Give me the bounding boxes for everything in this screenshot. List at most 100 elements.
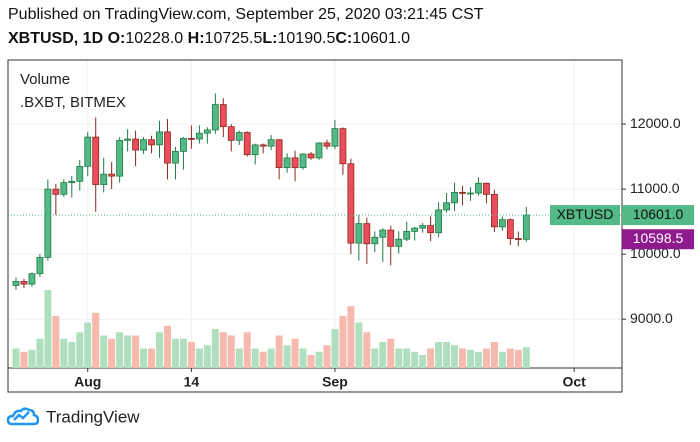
candle-body <box>36 257 44 275</box>
candle-body <box>483 182 490 195</box>
volume-bar <box>419 355 427 368</box>
symbol: XBTUSD, 1D <box>8 30 104 47</box>
candle-body <box>148 139 155 146</box>
candle-body <box>506 219 514 239</box>
volume-bar <box>506 348 514 368</box>
legend-text: Volume <box>20 71 70 88</box>
candle-body <box>164 131 171 164</box>
logo-icon <box>6 407 40 426</box>
symbol-tag-text: XBTUSD <box>557 206 614 222</box>
volume-bar <box>28 349 36 368</box>
volume-bar <box>132 335 140 368</box>
candle-body <box>443 202 450 211</box>
candle-body <box>419 225 427 229</box>
candle-body <box>387 229 395 247</box>
volume-bar <box>451 345 459 368</box>
volume-bar <box>355 322 363 368</box>
x-tick-label: 14 <box>184 374 200 390</box>
volume-bar <box>267 348 275 368</box>
volume-bar <box>259 351 267 368</box>
candle-body <box>116 139 124 177</box>
published-line: Published on TradingView.com, September … <box>8 6 484 23</box>
volume-bar <box>187 342 195 368</box>
volume-bar <box>522 347 530 368</box>
volume-bar <box>195 348 203 368</box>
volume-bar <box>156 332 164 368</box>
volume-bar <box>498 351 506 368</box>
price-tag-text: 10601.0 <box>633 206 684 222</box>
ohlc-label: H: <box>187 30 205 47</box>
volume-bar <box>227 335 235 368</box>
volume-bar <box>395 348 403 368</box>
price-tag-text: 10598.5 <box>633 230 684 246</box>
volume-bar <box>403 348 411 368</box>
volume-bar <box>76 332 84 368</box>
volume-bar <box>459 348 467 368</box>
volume-bar <box>171 338 179 368</box>
candle-body <box>347 163 355 244</box>
candle-body <box>363 223 371 245</box>
candle-body <box>355 223 363 244</box>
volume-bar <box>243 332 251 368</box>
volume-bar <box>315 351 323 368</box>
candle-body <box>180 137 187 152</box>
symbol-line: XBTUSD, 1D O:10228.0 H:10725.5L:10190.5C… <box>8 30 410 48</box>
candle-body <box>12 281 20 286</box>
y-tick-label: 12000.0 <box>630 115 681 131</box>
candle-body <box>395 238 403 247</box>
candle-body <box>514 238 522 240</box>
candle-body <box>124 138 132 141</box>
candle-body <box>411 227 419 232</box>
volume-bar <box>331 329 339 368</box>
candle-body <box>243 132 251 156</box>
volume-bar <box>20 351 28 368</box>
volume-bar <box>435 342 443 368</box>
volume-bar <box>60 338 68 368</box>
x-tick-label: Oct <box>562 374 586 390</box>
volume-bar <box>36 338 44 368</box>
candle-body <box>291 157 299 169</box>
candle-body <box>467 192 474 195</box>
candle-body <box>108 173 116 177</box>
volume-bar <box>275 335 283 368</box>
volume-bar <box>291 338 299 368</box>
candle-body <box>203 129 211 134</box>
candle-body <box>76 165 84 182</box>
candle-body <box>323 142 331 147</box>
candle-body <box>403 231 411 240</box>
candle-body <box>259 144 267 147</box>
volume-bar <box>490 342 498 368</box>
volume-bar <box>44 290 52 368</box>
ohlc-label: O: <box>107 30 126 47</box>
volume-bar <box>124 335 132 368</box>
volume-bar <box>283 345 291 368</box>
volume-bar <box>466 349 474 368</box>
volume-bar <box>148 348 156 368</box>
candle-body <box>92 136 100 185</box>
candle-body <box>68 180 76 184</box>
volume-bar <box>179 338 187 368</box>
candle-body <box>522 214 530 240</box>
candle-body <box>307 153 315 159</box>
volume-bar <box>100 335 108 368</box>
ohlc-value: 10725.5 <box>204 30 263 47</box>
candle-body <box>227 126 235 141</box>
volume-bar <box>482 348 490 368</box>
volume-bar <box>116 332 124 368</box>
candle-body <box>211 104 219 131</box>
volume-bar <box>163 325 171 368</box>
candle-body <box>275 139 283 169</box>
volume-bar <box>474 351 482 368</box>
price-tag <box>622 205 694 226</box>
volume-bar <box>68 342 76 368</box>
candle-body <box>60 182 68 195</box>
volume-bar <box>84 322 92 368</box>
candle-body <box>100 173 108 185</box>
volume-bar <box>339 316 347 368</box>
ohlc-label: L: <box>262 30 278 47</box>
candle-body <box>427 225 435 234</box>
candle-body <box>156 131 163 146</box>
volume-bar <box>108 338 116 368</box>
y-tick-label: 11000.0 <box>630 180 680 196</box>
candle-body <box>498 219 506 228</box>
